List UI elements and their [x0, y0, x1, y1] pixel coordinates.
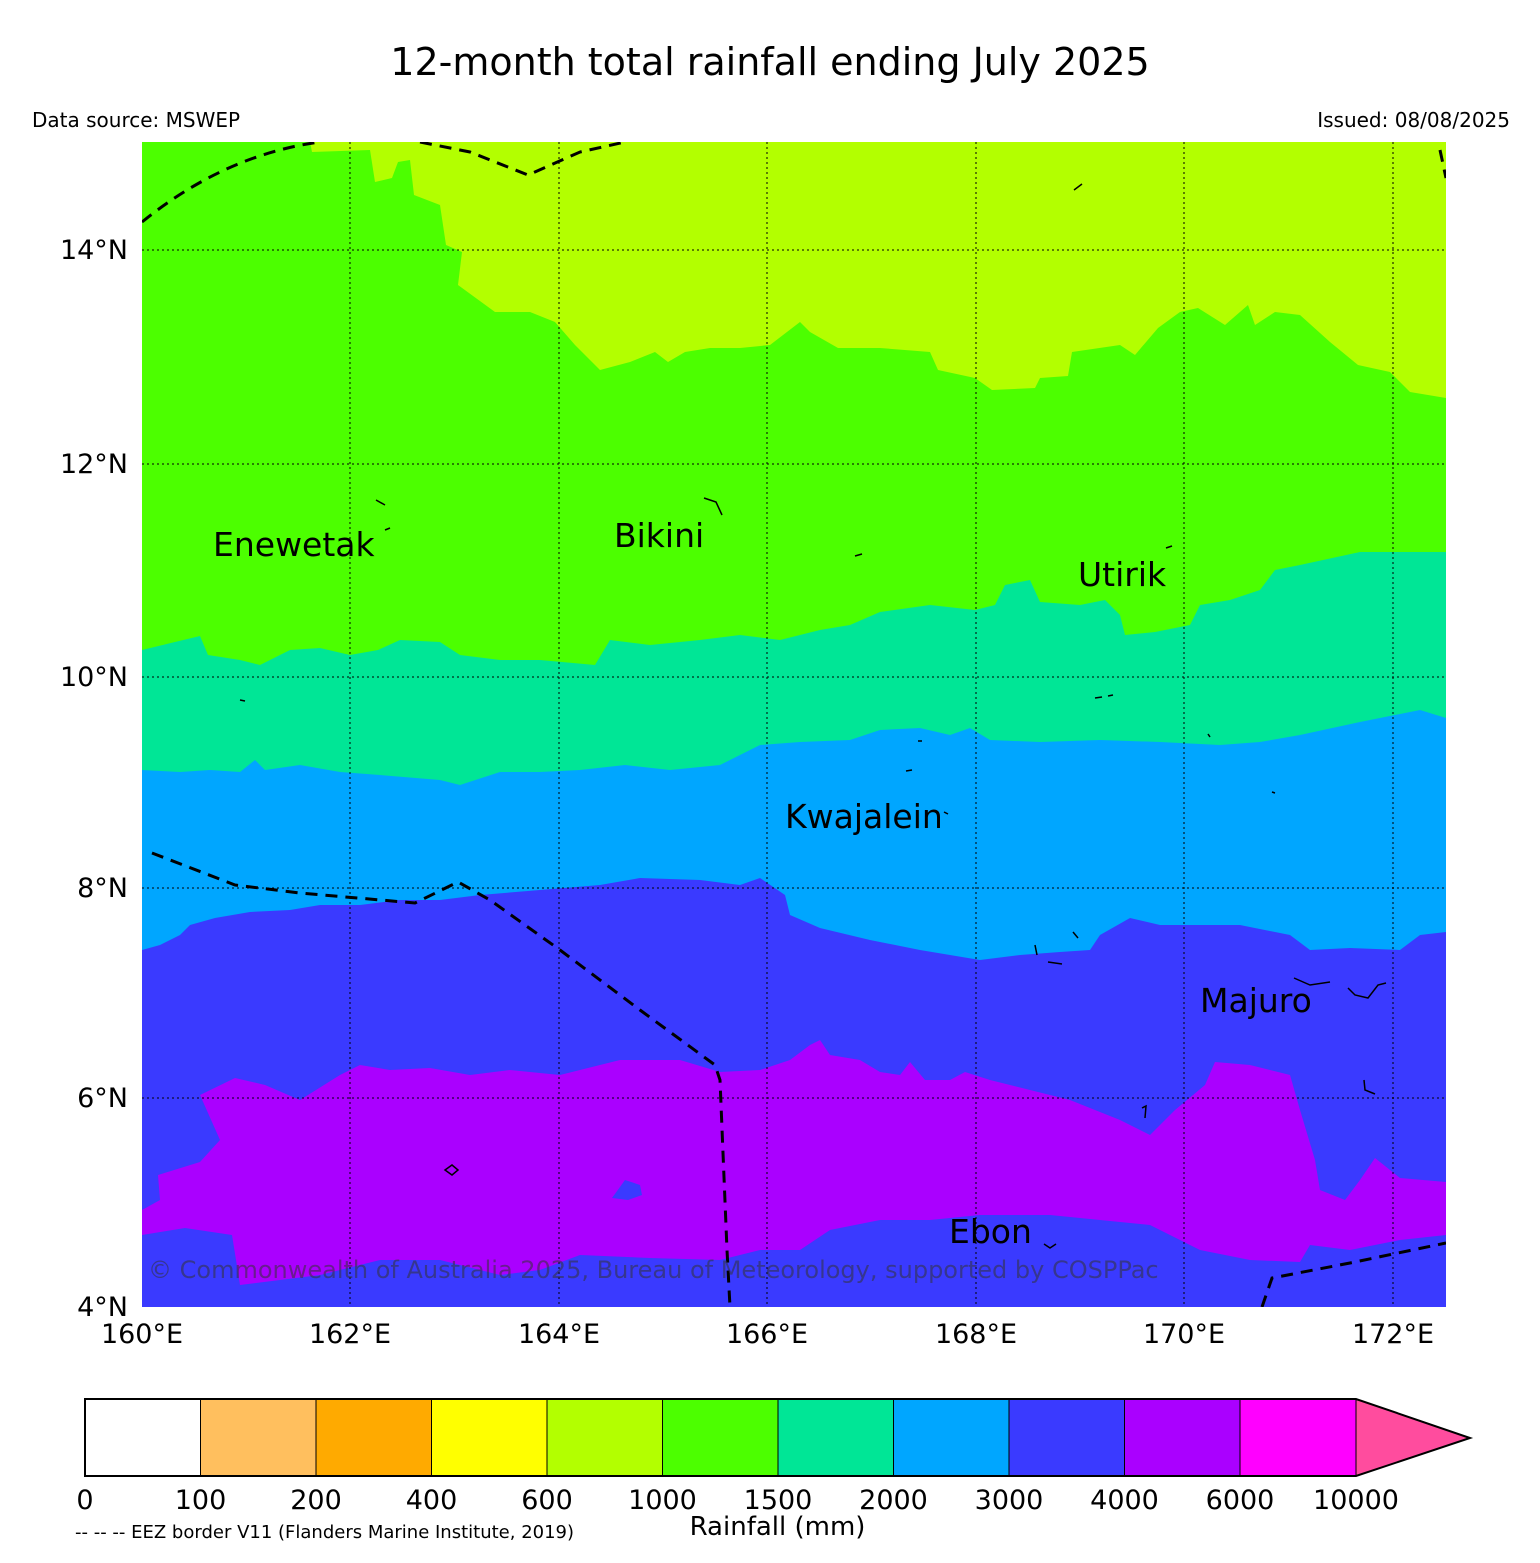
place-label-kwajalein: Kwajalein [785, 797, 943, 836]
colorbar-swatch [1239, 1398, 1357, 1477]
lon-tick-label: 168°E [935, 1319, 1017, 1350]
colorbar-swatch [777, 1398, 894, 1477]
lon-tick-label: 166°E [726, 1319, 808, 1350]
colorbar-swatch [315, 1398, 432, 1477]
colorbar-swatch [431, 1398, 548, 1477]
colorbar-swatch [662, 1398, 779, 1477]
lon-tick-label: 160°E [101, 1319, 183, 1350]
colorbar-tick-labels: 0 100 200 400 600 1000 1500 2000 3000 40… [76, 1485, 1399, 1516]
lat-tick-label: 4°N [77, 1292, 128, 1323]
colorbar-swatch [1008, 1398, 1125, 1477]
lat-tick-label: 10°N [60, 662, 128, 693]
copyright-watermark: © Commonwealth of Australia 2025, Bureau… [148, 1256, 1159, 1284]
place-label-ebon: Ebon [949, 1212, 1032, 1251]
lat-tick-label: 14°N [60, 235, 128, 266]
colorbar-tick-label: 400 [406, 1485, 458, 1516]
map-title: 12-month total rainfall ending July 2025 [390, 40, 1150, 84]
colorbar-tick-label: 100 [175, 1485, 227, 1516]
colorbar-swatch [893, 1398, 1010, 1477]
colorbar-tick-label: 10000 [1313, 1485, 1399, 1516]
colorbar-tick-label: 200 [290, 1485, 342, 1516]
place-label-enewetak: Enewetak [213, 525, 376, 564]
band-4000-6000 [142, 1040, 1446, 1285]
axis-tick-labels: 160°E 162°E 164°E 166°E 168°E 170°E 172°… [60, 235, 1434, 1350]
lat-tick-label: 6°N [77, 1083, 128, 1114]
colorbar-tick-label: 1000 [628, 1485, 697, 1516]
colorbar-tick-label: 6000 [1206, 1485, 1275, 1516]
colorbar [84, 1398, 1474, 1477]
colorbar-tick-label: 0 [76, 1485, 93, 1516]
eez-borders [142, 142, 1446, 1307]
colorbar-swatch [84, 1398, 201, 1477]
colorbar-tick-label: 4000 [1090, 1485, 1159, 1516]
data-source-label: Data source: MSWEP [32, 108, 241, 132]
colorbar-tick-label: 1500 [744, 1485, 813, 1516]
lon-tick-label: 172°E [1352, 1319, 1434, 1350]
lat-tick-label: 8°N [77, 873, 128, 904]
colorbar-title: Rainfall (mm) [689, 1512, 866, 1542]
gridlines [142, 142, 1446, 1307]
eez-border-note: -- -- -- EEZ border V11 (Flanders Marine… [75, 1522, 575, 1543]
place-label-majuro: Majuro [1200, 981, 1312, 1020]
lat-tick-label: 12°N [60, 449, 128, 480]
colorbar-swatch [546, 1398, 663, 1477]
lon-tick-label: 162°E [309, 1319, 391, 1350]
place-label-utirik: Utirik [1078, 555, 1167, 594]
colorbar-extend-arrow [1355, 1398, 1472, 1477]
coastlines [239, 183, 1387, 1249]
place-label-bikini: Bikini [614, 516, 704, 555]
rainfall-contours [142, 142, 1446, 1307]
colorbar-tick-label: 600 [521, 1485, 573, 1516]
colorbar-swatch [1124, 1398, 1241, 1477]
lon-tick-label: 164°E [518, 1319, 600, 1350]
colorbar-tick-label: 2000 [859, 1485, 928, 1516]
band-3000-4000-patch [612, 1180, 642, 1200]
place-labels: Enewetak Bikini Utirik Kwajalein Majuro … [213, 516, 1312, 1251]
issued-date-label: Issued: 08/08/2025 [1317, 108, 1510, 132]
colorbar-tick-label: 3000 [975, 1485, 1044, 1516]
lon-tick-label: 170°E [1143, 1319, 1225, 1350]
colorbar-swatch [200, 1398, 317, 1477]
